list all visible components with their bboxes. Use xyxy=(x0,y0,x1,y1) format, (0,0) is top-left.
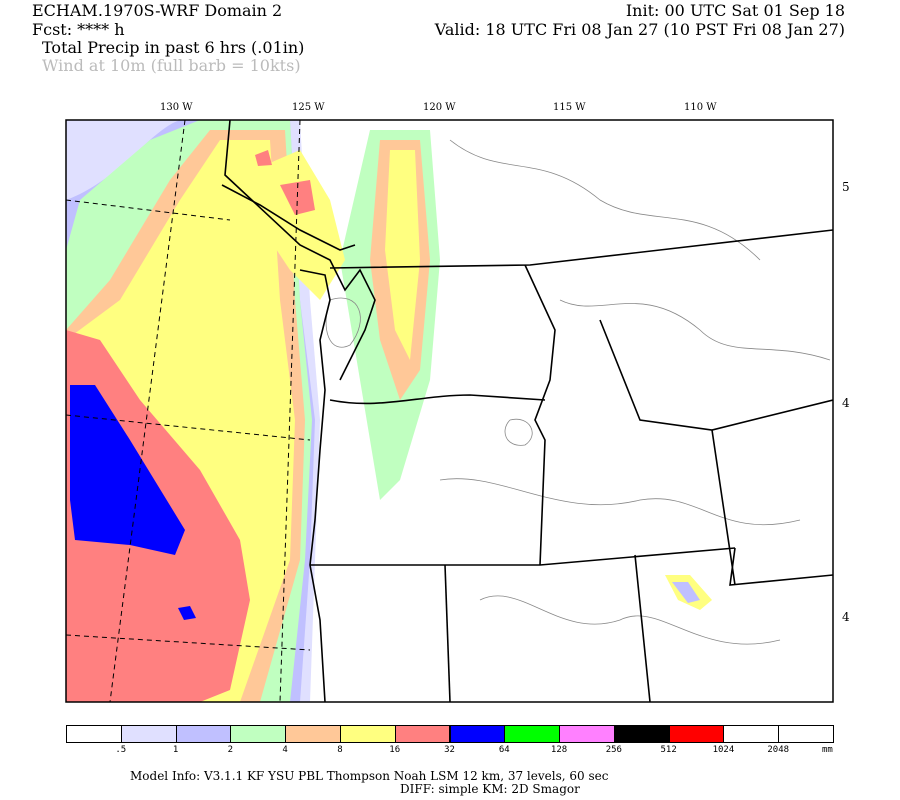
colorbar-swatch xyxy=(285,725,341,743)
colorbar-label: 4 xyxy=(282,745,288,755)
lon-label: 110 W xyxy=(684,102,717,113)
terrain-contours xyxy=(325,139,831,645)
colorbar-swatch xyxy=(778,725,834,743)
colorbar-swatch xyxy=(175,725,232,743)
precip-shading xyxy=(66,120,712,702)
colorbar-label: .5 xyxy=(115,745,127,755)
colorbar-swatch xyxy=(120,725,177,743)
colorbar-swatch xyxy=(339,725,396,743)
diffusion-info: DIFF: simple KM: 2D Smagor xyxy=(400,782,580,796)
colorbar-label: 512 xyxy=(660,745,677,755)
lon-label: 115 W xyxy=(553,102,586,113)
field-title-wind: Wind at 10m (full barb = 10kts) xyxy=(42,56,301,75)
lon-label: 125 W xyxy=(292,102,325,113)
model-title: ECHAM.1970S-WRF Domain 2 xyxy=(32,1,283,20)
colorbar-label: 2 xyxy=(227,745,234,755)
colorbar-swatch xyxy=(559,725,615,743)
colorbar-swatch xyxy=(613,725,670,743)
colorbar-swatch xyxy=(668,725,725,743)
colorbar-label: 8 xyxy=(337,745,343,755)
colorbar-label: 32 xyxy=(444,745,455,755)
colorbar-swatch xyxy=(230,725,287,743)
colorbar-swatch xyxy=(449,725,506,743)
map-frame xyxy=(65,119,834,703)
colorbar-unit: mm xyxy=(822,745,833,755)
colorbar-label: 2048 xyxy=(767,745,790,755)
lat-label: 4 xyxy=(842,610,850,624)
lat-label: 5 xyxy=(842,180,850,194)
field-title-precip: Total Precip in past 6 hrs (.01in) xyxy=(42,38,305,57)
lon-label: 130 W xyxy=(160,102,193,113)
colorbar-swatch xyxy=(504,725,561,743)
valid-time: Valid: 18 UTC Fri 08 Jan 27 (10 PST Fri … xyxy=(434,20,845,39)
colorbar-label: 128 xyxy=(550,745,568,755)
colorbar-label: 1 xyxy=(172,745,179,755)
model-info: Model Info: V3.1.1 KF YSU PBL Thompson N… xyxy=(130,769,609,783)
colorbar-label: 16 xyxy=(389,745,401,755)
colorbar-label: 1024 xyxy=(712,745,735,755)
political-borders xyxy=(221,120,833,702)
grid-lines xyxy=(66,120,311,702)
colorbar-label: 64 xyxy=(498,745,510,755)
colorbar-swatch xyxy=(394,725,451,743)
forecast-hour: Fcst: **** h xyxy=(32,20,125,39)
colorbar-swatch xyxy=(66,725,122,743)
lon-label: 120 W xyxy=(423,102,456,113)
colorbar-swatch xyxy=(723,725,780,743)
init-time: Init: 00 UTC Sat 01 Sep 18 xyxy=(625,1,845,20)
lat-label: 4 xyxy=(842,396,850,410)
colorbar-label: 256 xyxy=(605,745,622,755)
